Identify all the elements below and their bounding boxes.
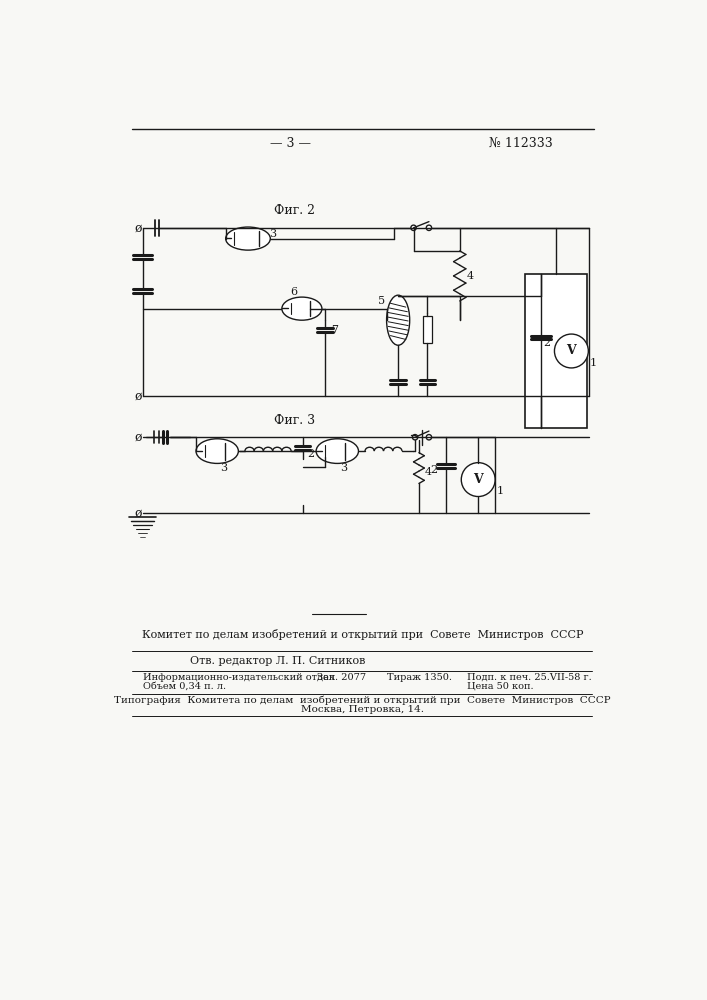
- Text: 7: 7: [332, 325, 339, 335]
- Text: 3: 3: [220, 463, 227, 473]
- Text: Москва, Петровка, 14.: Москва, Петровка, 14.: [301, 705, 424, 714]
- Ellipse shape: [282, 297, 322, 320]
- Text: Комитет по делам изобретений и открытий при  Совете  Министров  СССР: Комитет по делам изобретений и открытий …: [142, 629, 583, 640]
- Text: ø: ø: [135, 389, 142, 402]
- Ellipse shape: [196, 439, 238, 463]
- Text: V: V: [474, 473, 483, 486]
- Circle shape: [426, 435, 432, 440]
- Ellipse shape: [387, 295, 409, 345]
- Text: 3: 3: [340, 463, 347, 473]
- Text: Подп. к печ. 25.VII-58 г.: Подп. к печ. 25.VII-58 г.: [467, 673, 592, 682]
- Text: 6: 6: [291, 287, 298, 297]
- Bar: [525, 274, 587, 428]
- Text: Отв. редактор Л. П. Ситников: Отв. редактор Л. П. Ситников: [190, 656, 366, 666]
- Text: Тираж 1350.: Тираж 1350.: [387, 673, 452, 682]
- Circle shape: [554, 334, 588, 368]
- Text: 4: 4: [467, 271, 474, 281]
- Text: 4: 4: [425, 467, 432, 477]
- Bar: [423, 316, 432, 343]
- Text: 1: 1: [590, 358, 597, 368]
- Text: — 3 —: — 3 —: [270, 137, 311, 150]
- Text: ø: ø: [135, 506, 142, 519]
- Text: Цена 50 коп.: Цена 50 коп.: [467, 681, 534, 690]
- Ellipse shape: [226, 227, 270, 250]
- Text: 3: 3: [269, 229, 276, 239]
- Circle shape: [461, 463, 495, 497]
- Text: Типография  Комитета по делам  изобретений и открытий при  Совете  Министров  СС: Типография Комитета по делам изобретений…: [115, 696, 611, 705]
- Text: Информационно-издательский отдел: Информационно-издательский отдел: [143, 673, 334, 682]
- Text: Объем 0,34 п. л.: Объем 0,34 п. л.: [143, 681, 226, 690]
- Text: ø: ø: [135, 431, 142, 444]
- Text: 5: 5: [378, 296, 385, 306]
- Text: V: V: [566, 344, 576, 358]
- Text: 1: 1: [496, 486, 503, 496]
- Text: Фиг. 3: Фиг. 3: [274, 414, 315, 427]
- Circle shape: [426, 225, 432, 230]
- Text: Зак. 2077: Зак. 2077: [317, 673, 366, 682]
- Text: 2: 2: [430, 465, 437, 475]
- Text: Фиг. 2: Фиг. 2: [274, 204, 315, 217]
- Text: 2: 2: [307, 449, 314, 459]
- Text: № 112333: № 112333: [489, 137, 553, 150]
- Ellipse shape: [316, 439, 358, 463]
- Text: 2: 2: [543, 338, 550, 348]
- Text: ø: ø: [135, 221, 142, 234]
- Circle shape: [411, 225, 416, 230]
- Circle shape: [412, 435, 418, 440]
